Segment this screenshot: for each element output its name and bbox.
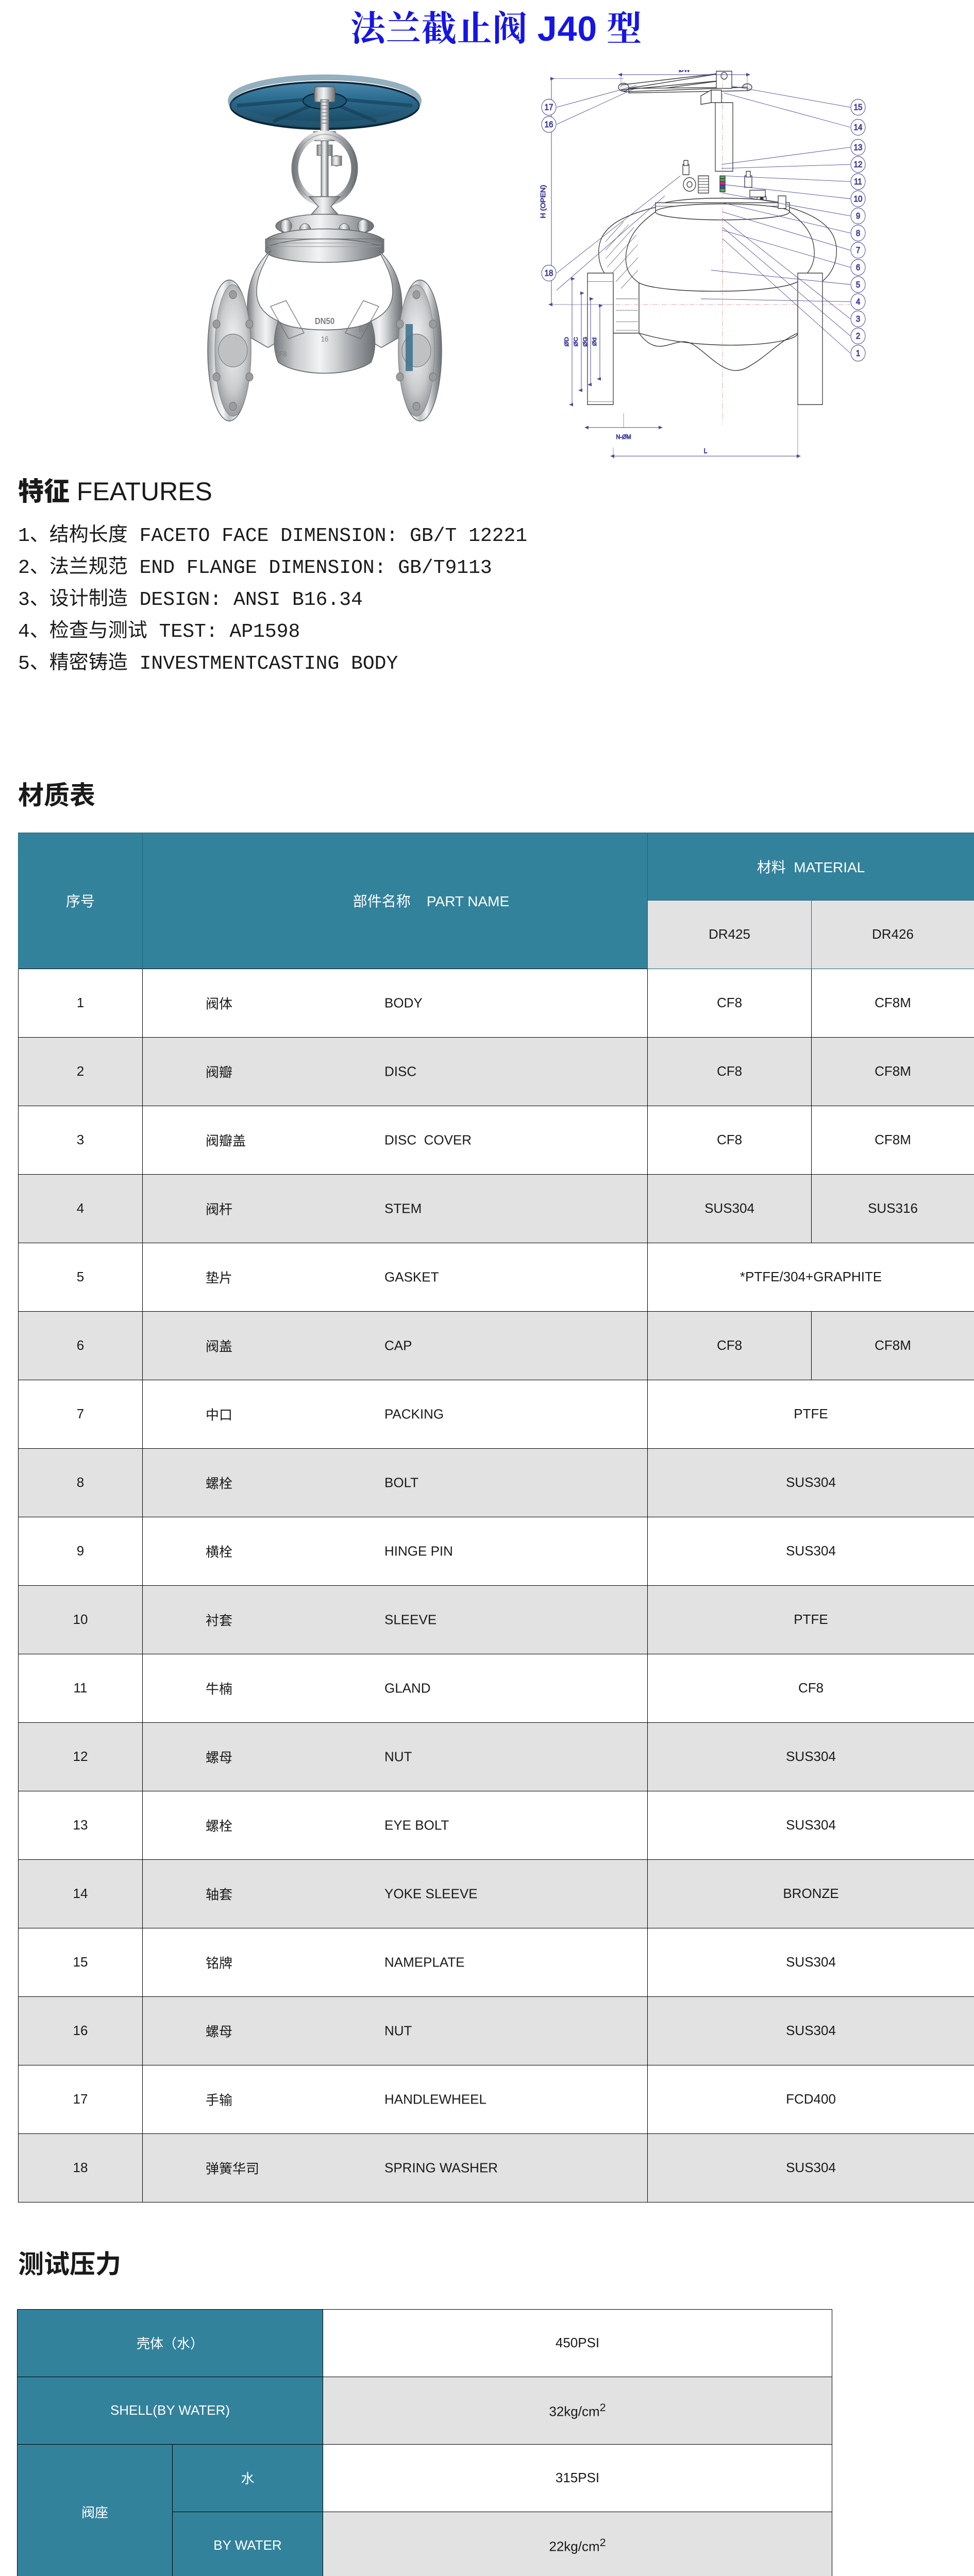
svg-text:ØD: ØD bbox=[564, 337, 570, 346]
svg-text:16: 16 bbox=[321, 334, 329, 343]
svg-text:H (OPEN): H (OPEN) bbox=[540, 185, 547, 218]
svg-text:15: 15 bbox=[854, 103, 863, 112]
svg-text:7: 7 bbox=[856, 246, 860, 256]
svg-text:DN50: DN50 bbox=[315, 316, 334, 326]
svg-text:4: 4 bbox=[856, 297, 861, 307]
svg-text:9: 9 bbox=[856, 212, 861, 221]
svg-text:5: 5 bbox=[856, 280, 861, 290]
svg-text:10: 10 bbox=[854, 195, 863, 204]
svg-text:1: 1 bbox=[856, 349, 861, 358]
svg-text:16: 16 bbox=[545, 120, 553, 129]
svg-text:8: 8 bbox=[856, 229, 861, 238]
svg-text:L: L bbox=[704, 447, 708, 455]
svg-text:3: 3 bbox=[856, 315, 861, 324]
svg-text:ØG: ØG bbox=[582, 337, 589, 347]
svg-text:14: 14 bbox=[854, 123, 863, 132]
svg-text:2: 2 bbox=[856, 332, 860, 341]
svg-text:18: 18 bbox=[545, 269, 553, 278]
svg-text:CF8: CF8 bbox=[275, 350, 287, 358]
svg-text:ØC: ØC bbox=[573, 337, 579, 346]
svg-text:17: 17 bbox=[545, 103, 553, 112]
svg-text:11: 11 bbox=[854, 177, 862, 187]
svg-text:13: 13 bbox=[854, 143, 863, 152]
svg-text:6: 6 bbox=[856, 263, 861, 273]
svg-text:ØW: ØW bbox=[679, 70, 690, 73]
svg-text:12: 12 bbox=[854, 160, 863, 170]
svg-text:Ød: Ød bbox=[592, 337, 598, 346]
svg-text:N-ØM: N-ØM bbox=[616, 433, 631, 440]
